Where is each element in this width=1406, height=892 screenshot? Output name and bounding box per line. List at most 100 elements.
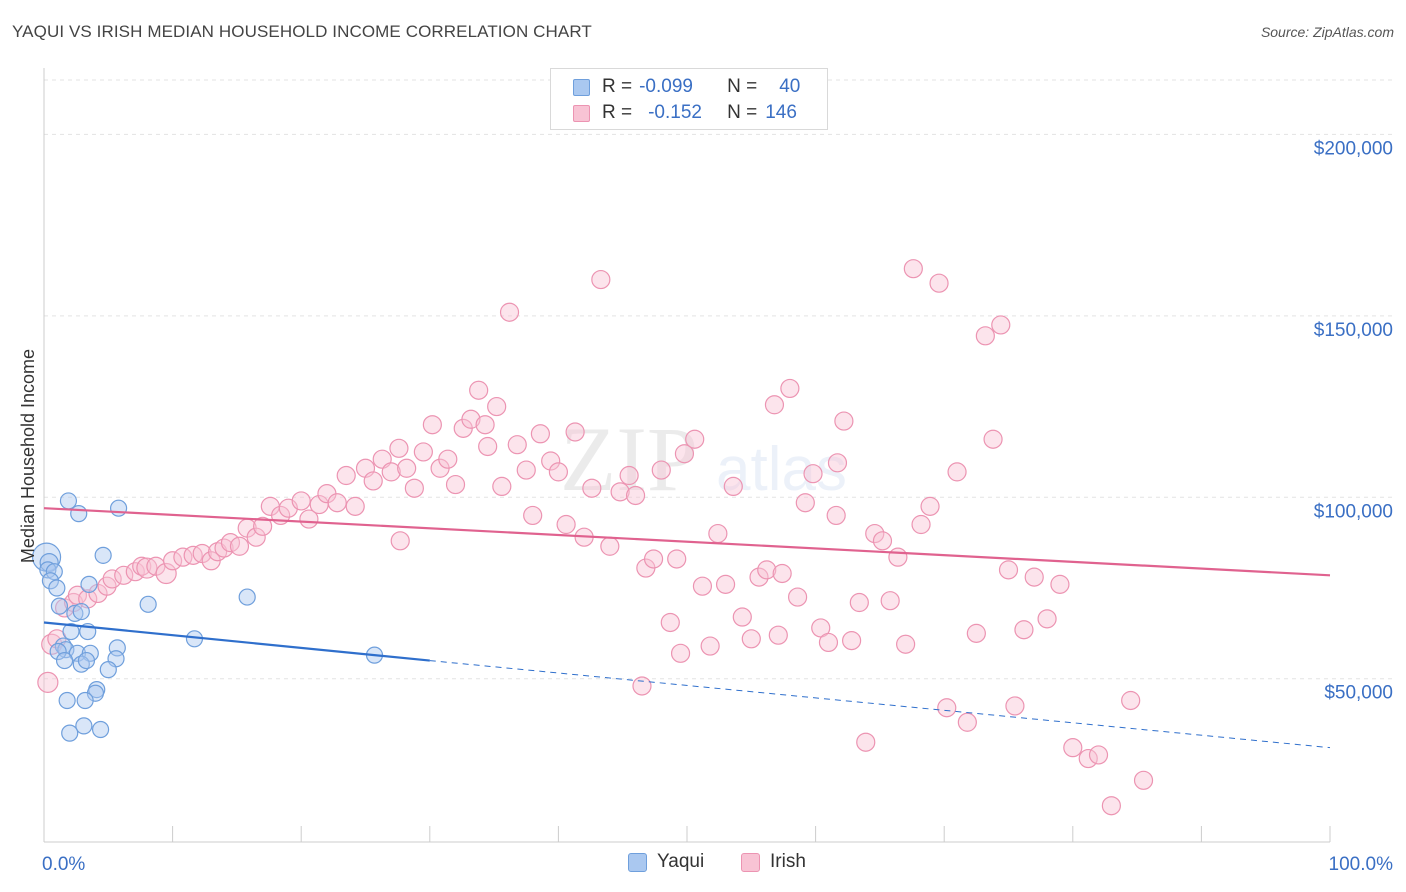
irish-point bbox=[1005, 696, 1025, 716]
irish-point bbox=[1078, 748, 1098, 769]
irish-point bbox=[163, 551, 183, 571]
irish-point bbox=[749, 567, 769, 587]
bottom-legend-yaqui[interactable]: Yaqui bbox=[628, 851, 704, 873]
irish-point bbox=[643, 549, 664, 569]
irish-point bbox=[582, 478, 602, 498]
watermark-atlas: atlas bbox=[716, 435, 847, 504]
legend-n-value-yaqui: 40 bbox=[779, 76, 801, 97]
yaqui-point bbox=[80, 575, 98, 593]
axes bbox=[43, 68, 1331, 843]
yaqui-point bbox=[68, 644, 87, 662]
irish-point bbox=[591, 269, 611, 290]
irish-point bbox=[556, 514, 576, 535]
bottom-legend-swatch-yaqui bbox=[628, 852, 647, 872]
irish-point bbox=[768, 625, 788, 645]
yaqui-point bbox=[58, 691, 76, 710]
irish-point bbox=[404, 478, 424, 498]
y-tick-label: $150,000 bbox=[1314, 320, 1393, 341]
irish-point bbox=[911, 514, 931, 535]
irish-point bbox=[530, 424, 550, 444]
irish-point bbox=[619, 465, 639, 486]
yaqui-point bbox=[76, 691, 94, 710]
irish-point bbox=[102, 569, 122, 589]
irish-point bbox=[865, 523, 885, 544]
irish-point bbox=[1133, 770, 1154, 790]
irish-point bbox=[114, 565, 134, 585]
irish-point bbox=[795, 493, 815, 513]
irish-point bbox=[600, 536, 620, 556]
yaqui-point bbox=[45, 563, 63, 581]
irish-point bbox=[363, 471, 383, 491]
irish-point bbox=[291, 491, 311, 511]
chart-title: YAQUI VS IRISH MEDIAN HOUSEHOLD INCOME C… bbox=[12, 22, 592, 41]
irish-point bbox=[896, 634, 916, 654]
irish-point bbox=[803, 464, 823, 484]
legend-row-irish: R = -0.152 N = 146 bbox=[573, 100, 797, 126]
legend-box: R = -0.099 N = 40 R = -0.152 N = 146 bbox=[550, 68, 828, 130]
yaqui-point bbox=[48, 579, 66, 597]
legend-r-value-irish: -0.152 bbox=[648, 102, 702, 123]
bottom-legend: Yaqui Irish bbox=[0, 851, 1406, 877]
irish-point bbox=[764, 395, 785, 415]
yaqui-point bbox=[55, 651, 74, 670]
irish-point bbox=[651, 460, 671, 480]
irish-point bbox=[660, 612, 680, 633]
irish-point bbox=[723, 476, 743, 496]
irish-point bbox=[856, 732, 876, 752]
irish-point bbox=[692, 576, 713, 596]
irish-point bbox=[413, 442, 433, 462]
irish-point bbox=[548, 462, 569, 482]
irish-point bbox=[478, 436, 498, 457]
legend-r-label: R = bbox=[602, 102, 633, 123]
irish-point bbox=[872, 531, 893, 551]
irish-point bbox=[345, 496, 365, 516]
irish-point bbox=[787, 587, 808, 607]
yaqui-points bbox=[31, 492, 384, 742]
irish-point bbox=[541, 451, 561, 471]
irish-point bbox=[834, 411, 854, 431]
irish-point bbox=[246, 527, 266, 547]
irish-point bbox=[397, 458, 417, 478]
irish-point bbox=[523, 505, 543, 526]
irish-point bbox=[826, 505, 846, 526]
irish-point bbox=[991, 315, 1011, 335]
irish-point bbox=[625, 485, 646, 506]
irish-point bbox=[780, 378, 800, 399]
irish-point bbox=[461, 409, 481, 429]
yaqui-point bbox=[66, 604, 84, 623]
yaqui-point bbox=[62, 622, 80, 641]
irish-point bbox=[487, 396, 507, 417]
x-tick-label-max: 100.0% bbox=[1329, 854, 1394, 875]
irish-point bbox=[708, 523, 728, 544]
irish-point bbox=[1024, 567, 1044, 587]
irish-point bbox=[667, 549, 687, 569]
irish-point bbox=[849, 592, 869, 613]
irish-point bbox=[492, 476, 512, 496]
irish-point bbox=[757, 560, 777, 580]
yaqui-point bbox=[99, 661, 117, 679]
irish-trend-line bbox=[43, 507, 1331, 577]
irish-point bbox=[1014, 620, 1034, 640]
yaqui-point bbox=[94, 546, 112, 564]
irish-point bbox=[632, 676, 652, 696]
legend-swatch-irish bbox=[573, 104, 590, 122]
irish-point bbox=[903, 259, 923, 279]
irish-point bbox=[390, 531, 410, 551]
yaqui-point bbox=[77, 651, 96, 670]
irish-point bbox=[299, 509, 319, 529]
yaqui-point bbox=[75, 717, 93, 735]
bottom-legend-irish[interactable]: Irish bbox=[741, 851, 806, 873]
irish-point bbox=[469, 380, 489, 400]
irish-point bbox=[947, 462, 967, 482]
yaqui-point bbox=[61, 724, 79, 742]
irish-point bbox=[983, 429, 1003, 449]
bottom-legend-label-irish: Irish bbox=[770, 851, 806, 872]
irish-points bbox=[37, 259, 1154, 816]
yaqui-point bbox=[109, 499, 128, 517]
irish-point bbox=[610, 482, 630, 502]
axis-labels: $50,000 $100,000 $150,000 $200,000 0.0% 100.0… bbox=[42, 138, 1393, 875]
legend-n-label: N = bbox=[727, 102, 758, 123]
irish-point bbox=[1101, 796, 1121, 816]
irish-point bbox=[772, 563, 792, 584]
